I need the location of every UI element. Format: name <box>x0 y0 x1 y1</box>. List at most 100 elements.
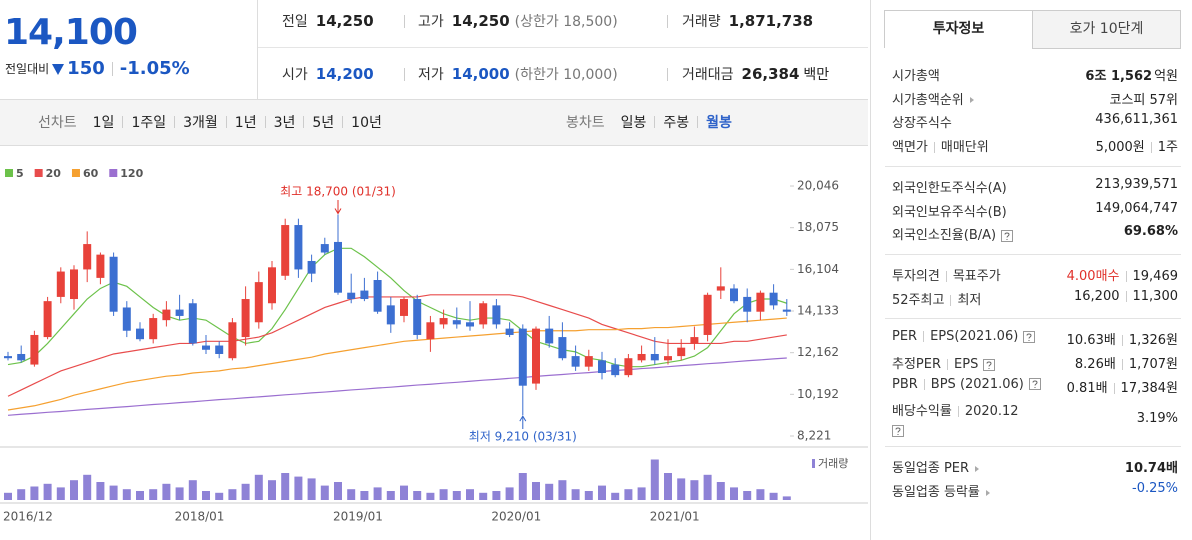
volume-bar <box>637 487 646 500</box>
volume-bar <box>452 491 461 500</box>
value-text: 11,300 <box>1132 288 1179 304</box>
label-text: 시가총액 <box>892 69 940 84</box>
quote-box: 14,100 전일대비 150 -1.05% <box>0 0 258 100</box>
value-text: 19,469 <box>1132 268 1179 284</box>
period-button[interactable]: 10년 <box>351 115 382 131</box>
candle-body <box>360 290 369 300</box>
x-tick-label: 2018/01 <box>175 510 225 524</box>
value-text: 69.68% <box>1123 224 1178 240</box>
candle-body <box>281 225 290 276</box>
candle-body <box>492 305 501 325</box>
candle-body <box>136 328 144 340</box>
separator <box>122 116 124 128</box>
candle-body <box>505 328 514 335</box>
tab[interactable]: 투자정보 <box>884 10 1033 48</box>
volume-bar <box>624 489 633 500</box>
period-button[interactable]: 1일 <box>92 115 115 131</box>
section-divider <box>885 165 1181 167</box>
candle-body <box>149 318 158 340</box>
volume-bar <box>307 478 316 500</box>
volume-bar <box>730 487 738 500</box>
label-text: 상장주식수 <box>892 116 952 132</box>
volume-bar <box>188 480 197 500</box>
label-text: 외국인소진율(B/A) <box>892 228 997 244</box>
volume-bar <box>611 492 620 500</box>
separator <box>225 116 227 128</box>
period-button[interactable]: 주봉 <box>663 115 690 131</box>
separator <box>945 270 947 282</box>
stat-label: 거래량 <box>682 14 721 30</box>
candle-body <box>254 282 263 323</box>
y-tick-label: 8,221 <box>797 428 831 442</box>
separator <box>667 68 668 81</box>
separator <box>1113 382 1115 394</box>
candle-body <box>571 356 580 367</box>
volume-bar <box>241 483 250 500</box>
stat-label: 고가 <box>418 14 444 30</box>
candle-body <box>228 322 237 359</box>
volume-bar <box>294 476 303 500</box>
legend-swatch <box>71 169 80 177</box>
separator <box>933 142 935 154</box>
period-button[interactable]: 1주일 <box>131 115 167 131</box>
label-text: 목표주가 <box>952 268 1001 284</box>
stat-label: 전일 <box>282 14 308 30</box>
value-text: 17,384원 <box>1120 380 1178 396</box>
annotation-arrowhead <box>334 208 342 215</box>
info-label: 배당수익률 2020.12 <box>892 400 1019 419</box>
volume-bar <box>56 487 65 500</box>
info-value: 69.68% <box>1124 224 1178 239</box>
volume-bar <box>479 492 488 500</box>
period-button[interactable]: 3개월 <box>183 115 218 131</box>
candle-body <box>545 328 554 344</box>
period-button[interactable]: 5년 <box>312 115 335 131</box>
separator <box>947 359 949 370</box>
group-label: 봉차트 <box>566 115 605 131</box>
annotation-arrowhead <box>519 415 527 422</box>
label-text: 매매단위 <box>940 140 989 156</box>
period-button[interactable]: 1년 <box>234 115 257 131</box>
arrow-icon <box>969 97 974 104</box>
value-text: 1,326원 <box>1128 333 1178 349</box>
tab[interactable]: 호가 10단계 <box>1032 10 1181 49</box>
value-text: 3.19% <box>1136 411 1178 427</box>
info-label: 외국인한도주식수(A) <box>892 177 1007 196</box>
volume-bar <box>677 478 686 500</box>
stat-unit: 백만 <box>803 67 830 83</box>
value-text: 1주 <box>1157 140 1178 156</box>
label-text: 외국인보유주식수(B) <box>892 204 1007 220</box>
label-text: 투자의견 <box>892 268 940 284</box>
side-panel: 투자정보 호가 10단계 시가총액 6조 1,562 억원 시가총액순위 코스피 57위 상장… <box>870 0 1192 540</box>
separator <box>342 116 344 128</box>
legend-swatch <box>812 459 815 468</box>
help-icon[interactable] <box>1001 229 1014 242</box>
info-value: 10.74배 <box>1125 457 1178 476</box>
volume-bar <box>492 491 501 500</box>
period-button[interactable]: 3년 <box>273 115 296 131</box>
change-rate: -1.05% <box>119 58 190 79</box>
candle-body <box>532 328 540 384</box>
candle-body <box>716 286 725 291</box>
separator <box>111 61 113 76</box>
period-button[interactable]: 일봉 <box>620 115 647 131</box>
info-value: 436,611,361 <box>1095 112 1178 127</box>
volume-bar <box>268 480 276 500</box>
help-icon[interactable] <box>983 358 996 371</box>
volume-bar <box>558 480 567 500</box>
group-label: 선차트 <box>38 115 77 131</box>
period-button[interactable]: 월봉 <box>706 115 732 131</box>
help-icon[interactable] <box>1023 330 1036 343</box>
value-text: -0.25% <box>1132 481 1178 497</box>
help-icon[interactable] <box>892 424 904 437</box>
candle-body <box>307 260 316 274</box>
volume-bar <box>162 483 171 500</box>
info-value: 코스피 57위 <box>1109 89 1178 108</box>
help-icon[interactable] <box>1028 378 1041 391</box>
separator <box>174 116 176 128</box>
candle-body <box>756 292 765 312</box>
label-text: 시가총액순위 <box>892 92 964 108</box>
value-text: 16,200 <box>1074 288 1120 304</box>
stat-value: 14,000 <box>451 65 510 83</box>
label-text: 외국인한도주식수(A) <box>892 180 1007 196</box>
legend-swatch <box>109 169 118 177</box>
